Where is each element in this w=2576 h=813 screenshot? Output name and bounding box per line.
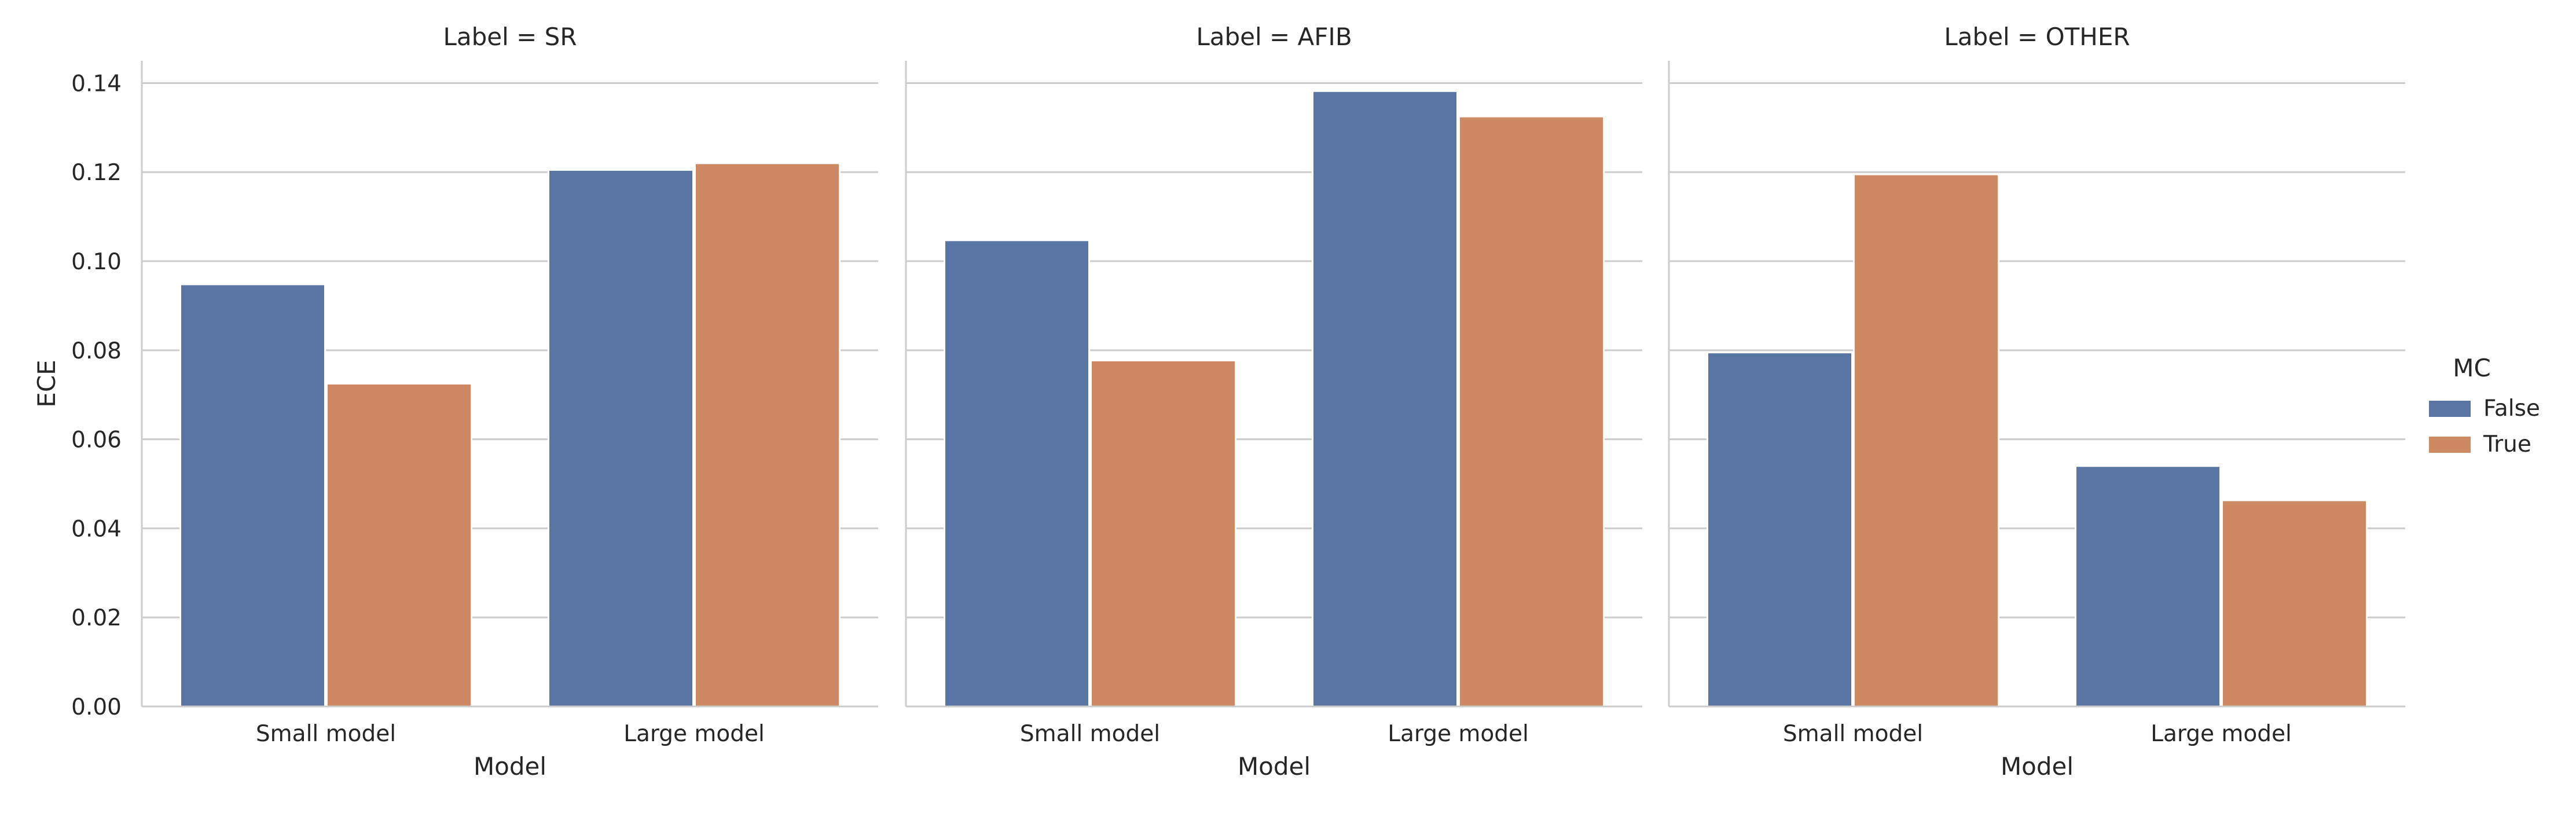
facet-title: Label = OTHER	[1944, 23, 2130, 51]
bar-other-true-1	[2221, 499, 2368, 708]
facet-title: Label = AFIB	[1196, 23, 1352, 51]
bar-sr-false-1	[548, 169, 694, 708]
bar-afib-false-1	[1312, 90, 1458, 708]
facet-title: Label = SR	[443, 23, 577, 51]
bar-afib-true-1	[1458, 115, 1605, 708]
x-tick-label: Small model	[256, 721, 396, 747]
x-tick-label: Large model	[623, 721, 765, 747]
legend-swatch-true	[2429, 437, 2471, 453]
legend-label-true: True	[2483, 431, 2531, 457]
x-axis-label: Model	[2001, 752, 2074, 781]
y-tick-label: 0.10	[71, 249, 122, 275]
x-tick-label: Large model	[2151, 721, 2292, 747]
bar-afib-true-0	[1090, 360, 1236, 708]
y-axis-label: ECE	[32, 360, 61, 407]
x-tick-label: Small model	[1020, 721, 1160, 747]
x-axis-label: Model	[474, 752, 546, 781]
bar-sr-true-0	[326, 383, 472, 708]
legend-title: MC	[2453, 354, 2491, 382]
bar-other-false-0	[1707, 351, 1853, 708]
x-axis-label: Model	[1238, 752, 1311, 781]
y-tick-label: 0.14	[71, 71, 122, 97]
bar-sr-true-1	[694, 162, 841, 708]
bar-other-true-0	[1853, 173, 1999, 708]
x-tick-label: Large model	[1388, 721, 1529, 747]
x-tick-label: Small model	[1783, 721, 1923, 747]
legend-swatch-false	[2429, 401, 2471, 417]
bar-other-false-1	[2075, 465, 2221, 708]
y-tick-label: 0.02	[71, 605, 122, 631]
bar-afib-false-0	[944, 239, 1090, 708]
y-tick-label: 0.06	[71, 427, 122, 453]
legend-label-false: False	[2483, 395, 2540, 422]
y-tick-label: 0.04	[71, 516, 122, 542]
y-tick-label: 0.12	[71, 160, 122, 186]
y-tick-label: 0.00	[71, 694, 122, 720]
bar-sr-false-0	[179, 283, 326, 708]
y-tick-label: 0.08	[71, 338, 122, 364]
